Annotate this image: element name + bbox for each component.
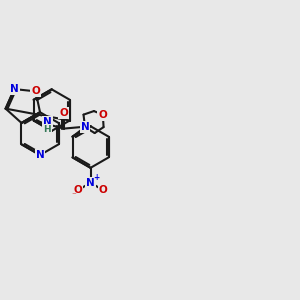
Text: O: O [99, 185, 107, 195]
Text: N: N [10, 84, 19, 94]
Text: H: H [44, 125, 51, 134]
Text: O: O [31, 86, 40, 96]
Text: O: O [98, 110, 107, 120]
Text: O: O [74, 185, 82, 195]
Text: N: N [86, 178, 95, 188]
Text: N: N [43, 117, 52, 127]
Text: N: N [81, 122, 89, 132]
Text: ⁻: ⁻ [71, 192, 76, 201]
Text: O: O [59, 108, 68, 118]
Text: +: + [93, 173, 99, 182]
Text: N: N [36, 150, 44, 160]
